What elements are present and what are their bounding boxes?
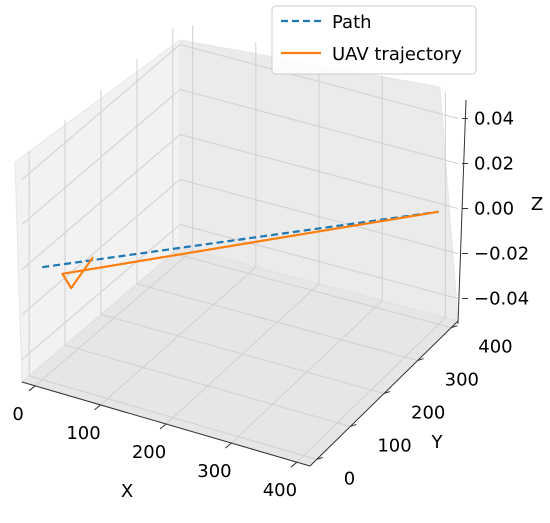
z-axis-label: Z xyxy=(531,194,543,215)
y-tick-label: 300 xyxy=(445,370,479,391)
x-axis-label: X xyxy=(121,481,133,502)
grid-line-y xyxy=(172,28,452,329)
legend-uav-label: UAV trajectory xyxy=(332,44,462,65)
x-tick xyxy=(225,442,232,449)
y-tick xyxy=(451,325,458,329)
grid-lines xyxy=(21,25,459,463)
grid-line-y xyxy=(100,89,385,394)
y-tick xyxy=(417,358,424,362)
y-tick xyxy=(383,391,391,394)
grid-line-x xyxy=(296,92,446,463)
y-tick-label: 0 xyxy=(344,468,355,489)
x-tick xyxy=(94,404,101,411)
series-lines xyxy=(42,210,439,290)
legend-path-label: Path xyxy=(332,12,372,33)
grid-line-x xyxy=(231,75,383,444)
grid-line-x xyxy=(34,25,194,387)
grid-line-y xyxy=(136,58,418,362)
grid-line-x xyxy=(100,42,257,406)
x-tick-label: 300 xyxy=(197,461,231,482)
series-uav-trajectory-line xyxy=(61,210,439,290)
grid-line-z xyxy=(21,133,459,270)
y-tick-label: 200 xyxy=(411,403,445,424)
grid-line-x xyxy=(165,59,320,425)
legend-box xyxy=(271,5,477,75)
z-tick-label: 0.04 xyxy=(474,109,514,130)
grid-line-z xyxy=(21,43,459,180)
x-tick xyxy=(28,385,36,392)
z-tick-label: 0.00 xyxy=(474,199,514,220)
x-tick xyxy=(159,423,167,430)
x-tick xyxy=(290,461,298,468)
z-tick-label: 0.02 xyxy=(474,154,514,175)
y-tick-label: 400 xyxy=(478,337,512,358)
y-axis-label: Y xyxy=(431,432,444,453)
y-tick xyxy=(350,423,357,427)
y-tick xyxy=(316,456,323,460)
x-tick-label: 100 xyxy=(66,423,100,444)
axes: 010020030040001002003004000.040.020.00−0… xyxy=(12,99,543,502)
x-tick-label: 400 xyxy=(263,480,297,501)
z-axis-line xyxy=(457,99,467,325)
grid-line-y xyxy=(64,120,351,427)
z-tick-label: −0.04 xyxy=(474,289,529,310)
grid-line-y xyxy=(28,150,317,460)
grid-line-z xyxy=(21,223,459,360)
grid-line-z xyxy=(21,178,459,315)
z-tick-label: −0.02 xyxy=(474,244,529,265)
grid-line-z xyxy=(21,88,459,225)
x-tick-label: 0 xyxy=(12,404,23,425)
series-path-line xyxy=(42,210,439,269)
y-tick-label: 100 xyxy=(377,435,411,456)
legend: Path UAV trajectory xyxy=(271,5,477,75)
x-tick-label: 200 xyxy=(132,442,166,463)
